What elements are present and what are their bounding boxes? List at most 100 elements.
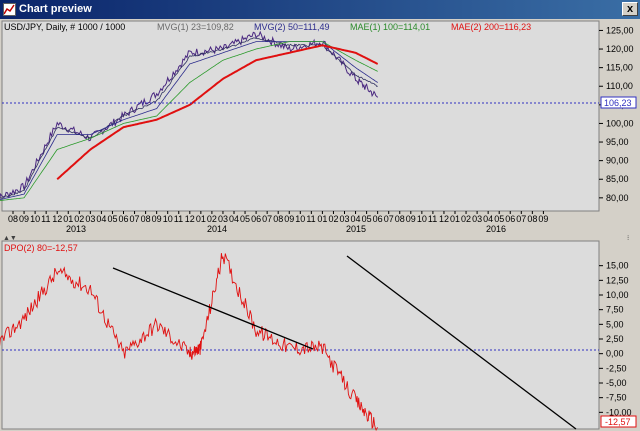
dpo-trendline-1[interactable] — [112, 267, 314, 350]
dpo-tick-label: -5,00 — [606, 378, 627, 388]
title-bar[interactable]: Chart preview x — [0, 0, 640, 19]
price-series-layer — [0, 30, 379, 202]
price-tick-label: 120,00 — [606, 44, 634, 54]
month-tick-label: 03 — [85, 214, 95, 224]
month-tick-label: 03 — [472, 214, 482, 224]
dpo-tick-label: 0,00 — [606, 349, 624, 359]
month-tick-label: 04 — [483, 214, 493, 224]
month-tick-label: 06 — [373, 214, 383, 224]
window-title: Chart preview — [19, 3, 92, 15]
month-tick-label: 08 — [8, 214, 18, 224]
price-series-line[interactable] — [56, 44, 379, 180]
month-tick-label: 12 — [185, 214, 195, 224]
price-tick-label: 100,00 — [606, 118, 634, 128]
dpo-tick-label: 2,50 — [606, 334, 624, 344]
month-tick-label: 09 — [538, 214, 548, 224]
year-tick-label: 2015 — [346, 224, 366, 234]
month-tick-label: 07 — [262, 214, 272, 224]
price-tick-label: 90,00 — [606, 156, 629, 166]
dpo-series-layer — [0, 253, 379, 431]
month-tick-label: 10 — [295, 214, 305, 224]
month-tick-label: 04 — [351, 214, 361, 224]
month-tick-label: 10 — [163, 214, 173, 224]
month-tick-label: 05 — [240, 214, 250, 224]
month-tick-label: 12 — [439, 214, 449, 224]
chart-app-icon — [3, 3, 16, 16]
month-tick-label: 02 — [207, 214, 217, 224]
dpo-tick-label: 10,00 — [606, 290, 629, 300]
current-price-label: 106,23 — [604, 98, 632, 108]
price-legend: USD/JPY, Daily, # 1000 / 1000 MVG(1) 23=… — [4, 22, 531, 32]
month-tick-label: 03 — [218, 214, 228, 224]
month-tick-label: 05 — [494, 214, 504, 224]
month-tick-label: 02 — [74, 214, 84, 224]
current-dpo-box — [600, 415, 637, 428]
month-tick-label: 02 — [461, 214, 471, 224]
legend-mae1: MAE(1) 100=114,01 — [350, 22, 430, 32]
month-tick-label: 12 — [52, 214, 62, 224]
dpo-y-axis: 15,00 12,50 10,00 7,50 5,00 2,50 0,00 -2,50 -5,0… — [599, 261, 632, 417]
price-plot-area[interactable] — [1, 20, 600, 212]
close-button[interactable]: x — [622, 2, 638, 16]
splitter-grip-icon[interactable]: ⁝ — [627, 235, 629, 242]
month-tick-label: 07 — [384, 214, 394, 224]
month-tick-label: 07 — [130, 214, 140, 224]
price-tick-label: 95,00 — [606, 137, 629, 147]
month-tick-label: 01 — [63, 214, 73, 224]
price-y-axis: 125,00120,00115,00110,00105,00100,0095,0… — [599, 25, 634, 203]
month-tick-label: 08 — [527, 214, 537, 224]
date-axis: 08 09 10 11 12 01 02 03 04 05 06 07 08 09 10 11 12 01 02 03… — [8, 211, 548, 234]
price-tick-label: 115,00 — [606, 63, 633, 73]
month-tick-label: 11 — [41, 214, 50, 224]
month-tick-label: 07 — [516, 214, 526, 224]
legend-mvg1: MVG(1) 23=109,82 — [157, 22, 234, 32]
month-tick-label: 09 — [406, 214, 416, 224]
dpo-trendline-2[interactable] — [346, 255, 577, 430]
current-dpo-label: -12,57 — [605, 417, 631, 427]
month-tick-label: 08 — [141, 214, 151, 224]
dpo-tick-label: -10,00 — [606, 407, 632, 417]
month-tick-label: 11 — [174, 214, 183, 224]
dpo-legend: DPO(2) 80=-12,57 — [4, 243, 78, 253]
month-tick-label: 05 — [362, 214, 372, 224]
dpo-tick-label: 7,50 — [606, 305, 624, 315]
month-tick-label: 04 — [229, 214, 239, 224]
month-tick-label: 06 — [505, 214, 515, 224]
month-tick-label: 11 — [306, 214, 315, 224]
price-tick-label: 110,00 — [606, 81, 633, 91]
month-tick-label: 04 — [96, 214, 106, 224]
month-tick-label: 09 — [152, 214, 162, 224]
year-tick-label: 2016 — [486, 224, 506, 234]
dpo-tick-label: -2,50 — [606, 363, 627, 373]
legend-mae2: MAE(2) 200=116,23 — [451, 22, 531, 32]
dpo-series-line[interactable] — [0, 253, 379, 431]
month-tick-label: 01 — [196, 214, 206, 224]
price-tick-label: 80,00 — [606, 193, 629, 203]
price-tick-label: 85,00 — [606, 174, 629, 184]
month-tick-label: 10 — [30, 214, 40, 224]
price-tick-label: 125,00 — [606, 25, 634, 35]
current-price-box — [600, 96, 637, 109]
chart-area: 125,00120,00115,00110,00105,00100,0095,0… — [0, 20, 640, 431]
legend-symbol: USD/JPY, Daily, # 1000 / 1000 — [4, 22, 125, 32]
dpo-tick-label: 15,00 — [606, 261, 629, 271]
month-tick-label: 03 — [340, 214, 350, 224]
price-series-line[interactable] — [0, 41, 378, 202]
month-tick-label: 01 — [450, 214, 460, 224]
month-tick-label: 11 — [428, 214, 437, 224]
panel-splitter[interactable] — [0, 233, 640, 239]
month-tick-label: 09 — [284, 214, 294, 224]
month-tick-label: 02 — [328, 214, 338, 224]
dpo-plot-area[interactable] — [1, 240, 600, 430]
month-tick-label: 06 — [119, 214, 129, 224]
year-tick-label: 2014 — [207, 224, 227, 234]
dpo-tick-label: 12,50 — [606, 275, 629, 285]
month-tick-label: 08 — [395, 214, 405, 224]
year-tick-label: 2013 — [66, 224, 86, 234]
month-tick-label: 01 — [317, 214, 327, 224]
splitter-up-down-icon[interactable]: ▲▼ — [3, 235, 17, 242]
month-tick-label: 06 — [251, 214, 261, 224]
month-tick-label: 08 — [273, 214, 283, 224]
month-tick-label: 10 — [417, 214, 427, 224]
